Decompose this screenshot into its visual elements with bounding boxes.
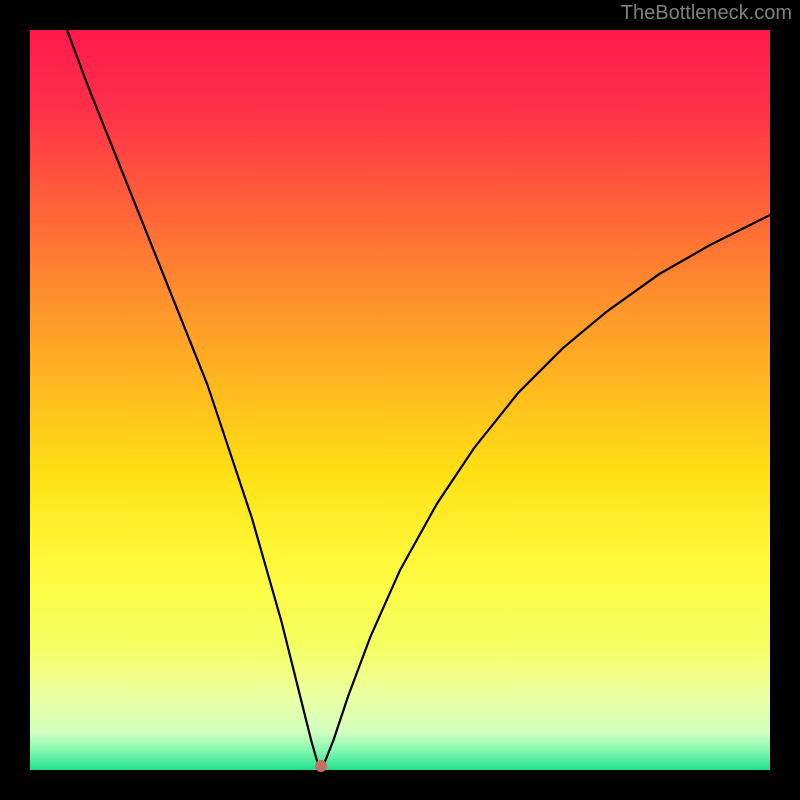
watermark-text: TheBottleneck.com [621,2,792,25]
curve-path [67,30,770,768]
bottleneck-curve [30,30,770,770]
plot-area [30,30,770,770]
optimal-point-marker [315,760,327,772]
